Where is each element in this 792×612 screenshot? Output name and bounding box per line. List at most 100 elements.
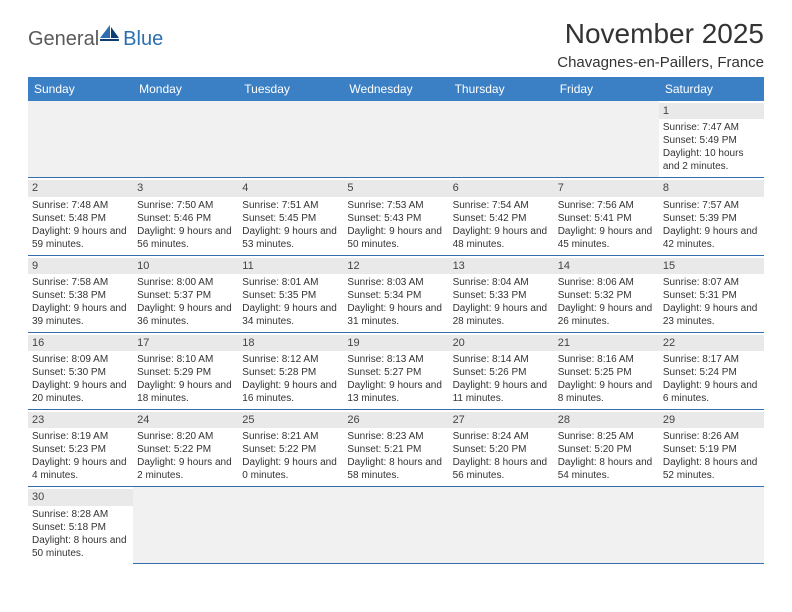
calendar-cell: 13Sunrise: 8:04 AMSunset: 5:33 PMDayligh… <box>449 255 554 332</box>
calendar-cell: 28Sunrise: 8:25 AMSunset: 5:20 PMDayligh… <box>554 410 659 487</box>
calendar-cell: 16Sunrise: 8:09 AMSunset: 5:30 PMDayligh… <box>28 332 133 409</box>
weekday-header: Friday <box>554 77 659 101</box>
calendar-row: 9Sunrise: 7:58 AMSunset: 5:38 PMDaylight… <box>28 255 764 332</box>
day-number: 9 <box>28 258 133 274</box>
sunrise-text: Sunrise: 8:07 AM <box>663 276 760 289</box>
calendar-cell: 10Sunrise: 8:00 AMSunset: 5:37 PMDayligh… <box>133 255 238 332</box>
day-number: 8 <box>659 180 764 196</box>
day-number: 29 <box>659 412 764 428</box>
calendar-cell: 30Sunrise: 8:28 AMSunset: 5:18 PMDayligh… <box>28 487 133 564</box>
header: General Blue November 2025 Chavagnes-en-… <box>28 18 764 71</box>
title-block: November 2025 Chavagnes-en-Paillers, Fra… <box>557 18 764 71</box>
day-number: 19 <box>343 335 448 351</box>
sunrise-text: Sunrise: 8:21 AM <box>242 430 339 443</box>
day-number: 13 <box>449 258 554 274</box>
calendar-cell: 21Sunrise: 8:16 AMSunset: 5:25 PMDayligh… <box>554 332 659 409</box>
sunrise-text: Sunrise: 8:19 AM <box>32 430 129 443</box>
daylight-text: Daylight: 9 hours and 53 minutes. <box>242 225 339 251</box>
sunrise-text: Sunrise: 8:10 AM <box>137 353 234 366</box>
day-number: 10 <box>133 258 238 274</box>
calendar-cell: 27Sunrise: 8:24 AMSunset: 5:20 PMDayligh… <box>449 410 554 487</box>
daylight-text: Daylight: 8 hours and 52 minutes. <box>663 456 760 482</box>
sunrise-text: Sunrise: 8:14 AM <box>453 353 550 366</box>
sunset-text: Sunset: 5:19 PM <box>663 443 760 456</box>
day-number: 1 <box>659 103 764 119</box>
sunrise-text: Sunrise: 7:51 AM <box>242 199 339 212</box>
calendar-cell: 23Sunrise: 8:19 AMSunset: 5:23 PMDayligh… <box>28 410 133 487</box>
sunrise-text: Sunrise: 8:09 AM <box>32 353 129 366</box>
weekday-header: Tuesday <box>238 77 343 101</box>
sunset-text: Sunset: 5:24 PM <box>663 366 760 379</box>
sunrise-text: Sunrise: 7:56 AM <box>558 199 655 212</box>
daylight-text: Daylight: 9 hours and 59 minutes. <box>32 225 129 251</box>
daylight-text: Daylight: 10 hours and 2 minutes. <box>663 147 760 173</box>
calendar-cell <box>133 487 238 564</box>
day-number: 18 <box>238 335 343 351</box>
daylight-text: Daylight: 9 hours and 23 minutes. <box>663 302 760 328</box>
weekday-header: Wednesday <box>343 77 448 101</box>
sunset-text: Sunset: 5:34 PM <box>347 289 444 302</box>
daylight-text: Daylight: 9 hours and 50 minutes. <box>347 225 444 251</box>
calendar-row: 30Sunrise: 8:28 AMSunset: 5:18 PMDayligh… <box>28 487 764 564</box>
sunset-text: Sunset: 5:20 PM <box>453 443 550 456</box>
calendar-cell: 25Sunrise: 8:21 AMSunset: 5:22 PMDayligh… <box>238 410 343 487</box>
sunset-text: Sunset: 5:46 PM <box>137 212 234 225</box>
daylight-text: Daylight: 9 hours and 11 minutes. <box>453 379 550 405</box>
calendar-cell: 1Sunrise: 7:47 AMSunset: 5:49 PMDaylight… <box>659 101 764 178</box>
daylight-text: Daylight: 8 hours and 54 minutes. <box>558 456 655 482</box>
day-number: 28 <box>554 412 659 428</box>
calendar-cell: 20Sunrise: 8:14 AMSunset: 5:26 PMDayligh… <box>449 332 554 409</box>
daylight-text: Daylight: 8 hours and 58 minutes. <box>347 456 444 482</box>
calendar-cell <box>238 487 343 564</box>
sunrise-text: Sunrise: 8:01 AM <box>242 276 339 289</box>
daylight-text: Daylight: 9 hours and 48 minutes. <box>453 225 550 251</box>
daylight-text: Daylight: 9 hours and 36 minutes. <box>137 302 234 328</box>
daylight-text: Daylight: 9 hours and 18 minutes. <box>137 379 234 405</box>
daylight-text: Daylight: 9 hours and 13 minutes. <box>347 379 444 405</box>
calendar-cell: 11Sunrise: 8:01 AMSunset: 5:35 PMDayligh… <box>238 255 343 332</box>
calendar-cell: 24Sunrise: 8:20 AMSunset: 5:22 PMDayligh… <box>133 410 238 487</box>
calendar-cell: 14Sunrise: 8:06 AMSunset: 5:32 PMDayligh… <box>554 255 659 332</box>
sunset-text: Sunset: 5:48 PM <box>32 212 129 225</box>
calendar-cell: 12Sunrise: 8:03 AMSunset: 5:34 PMDayligh… <box>343 255 448 332</box>
sunset-text: Sunset: 5:45 PM <box>242 212 339 225</box>
calendar-cell: 2Sunrise: 7:48 AMSunset: 5:48 PMDaylight… <box>28 178 133 255</box>
calendar-cell <box>343 101 448 178</box>
calendar-cell <box>343 487 448 564</box>
month-title: November 2025 <box>557 18 764 50</box>
sunrise-text: Sunrise: 7:57 AM <box>663 199 760 212</box>
weekday-header: Monday <box>133 77 238 101</box>
calendar-cell: 22Sunrise: 8:17 AMSunset: 5:24 PMDayligh… <box>659 332 764 409</box>
sunrise-text: Sunrise: 8:00 AM <box>137 276 234 289</box>
daylight-text: Daylight: 9 hours and 4 minutes. <box>32 456 129 482</box>
location: Chavagnes-en-Paillers, France <box>557 54 764 71</box>
calendar-cell: 15Sunrise: 8:07 AMSunset: 5:31 PMDayligh… <box>659 255 764 332</box>
daylight-text: Daylight: 9 hours and 56 minutes. <box>137 225 234 251</box>
daylight-text: Daylight: 9 hours and 39 minutes. <box>32 302 129 328</box>
sunset-text: Sunset: 5:20 PM <box>558 443 655 456</box>
calendar-row: 1Sunrise: 7:47 AMSunset: 5:49 PMDaylight… <box>28 101 764 178</box>
sunset-text: Sunset: 5:26 PM <box>453 366 550 379</box>
logo-sail-icon <box>99 24 121 47</box>
calendar-cell: 18Sunrise: 8:12 AMSunset: 5:28 PMDayligh… <box>238 332 343 409</box>
logo-text-blue: Blue <box>123 28 163 51</box>
calendar-cell: 4Sunrise: 7:51 AMSunset: 5:45 PMDaylight… <box>238 178 343 255</box>
day-number: 6 <box>449 180 554 196</box>
sunrise-text: Sunrise: 8:17 AM <box>663 353 760 366</box>
calendar-cell: 8Sunrise: 7:57 AMSunset: 5:39 PMDaylight… <box>659 178 764 255</box>
day-number: 16 <box>28 335 133 351</box>
calendar-cell <box>238 101 343 178</box>
daylight-text: Daylight: 9 hours and 16 minutes. <box>242 379 339 405</box>
day-number: 2 <box>28 180 133 196</box>
sunset-text: Sunset: 5:49 PM <box>663 134 760 147</box>
sunset-text: Sunset: 5:30 PM <box>32 366 129 379</box>
calendar-row: 23Sunrise: 8:19 AMSunset: 5:23 PMDayligh… <box>28 410 764 487</box>
calendar-cell: 5Sunrise: 7:53 AMSunset: 5:43 PMDaylight… <box>343 178 448 255</box>
sunset-text: Sunset: 5:18 PM <box>32 521 129 534</box>
sunset-text: Sunset: 5:21 PM <box>347 443 444 456</box>
sunrise-text: Sunrise: 8:16 AM <box>558 353 655 366</box>
calendar-cell: 19Sunrise: 8:13 AMSunset: 5:27 PMDayligh… <box>343 332 448 409</box>
daylight-text: Daylight: 9 hours and 8 minutes. <box>558 379 655 405</box>
calendar-cell <box>659 487 764 564</box>
daylight-text: Daylight: 9 hours and 0 minutes. <box>242 456 339 482</box>
